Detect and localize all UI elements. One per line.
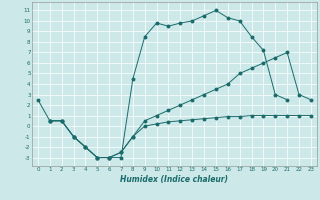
X-axis label: Humidex (Indice chaleur): Humidex (Indice chaleur) bbox=[120, 175, 228, 184]
